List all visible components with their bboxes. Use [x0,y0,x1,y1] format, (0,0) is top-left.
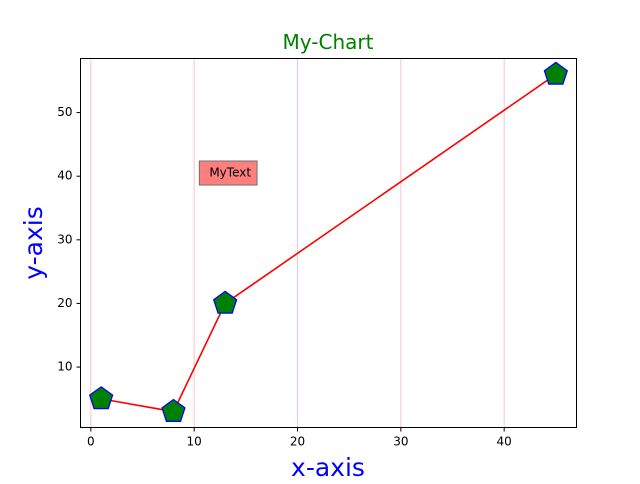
x-axis-ticks: 0 10 20 30 40 [87,427,512,449]
annotation-box [198,160,258,186]
annotation: MyText [198,160,258,186]
data-point-marker-1 [161,398,186,422]
y-tick-label-10: 10 [57,360,72,374]
x-tick-label-10: 10 [187,435,202,449]
x-axis-label: x-axis [291,453,365,480]
y-tick-label-30: 30 [57,232,72,246]
data-point-marker-0 [88,386,114,410]
y-tick-label-20: 20 [57,296,72,310]
series-line [101,73,557,413]
series-markers [88,61,569,422]
grid-lines [90,58,505,428]
data-point-marker-3 [543,61,569,85]
x-tick-label-0: 0 [87,435,95,449]
x-tick-label-20: 20 [290,435,305,449]
y-tick-label-50: 50 [57,105,72,119]
x-tick-label-40: 40 [497,435,512,449]
x-tick-label-30: 30 [393,435,408,449]
y-tick-label-40: 40 [57,169,72,183]
chart-title: My-Chart [283,30,374,54]
annotation-text: MyText [209,166,251,180]
y-axis-ticks: 10 20 30 40 50 [57,105,81,374]
data-point-marker-2 [212,290,238,314]
plot-area-frame [80,58,577,428]
y-axis-label: y-axis [19,206,48,279]
